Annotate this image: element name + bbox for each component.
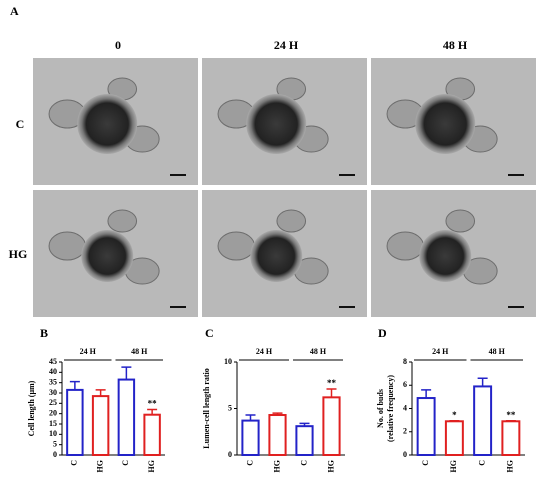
x-tick-label: HG (506, 460, 515, 472)
row-label: HG (9, 247, 28, 261)
row-label: C (16, 117, 25, 131)
error-bar (299, 422, 310, 427)
organoid (81, 230, 134, 283)
x-tick-label: HG (95, 460, 104, 472)
error-bar (505, 419, 516, 422)
group-label: 24 H (256, 347, 273, 356)
error-bar (421, 389, 432, 399)
bud (48, 231, 86, 261)
y-axis-label: Lumen-cell length ratio (202, 368, 211, 448)
panel-label: A (10, 4, 19, 18)
error-bar (245, 414, 256, 421)
x-tick-label: C (299, 460, 308, 466)
panel-label: C (205, 326, 214, 340)
y-tick-label: 20 (49, 408, 57, 417)
x-tick-label: C (121, 460, 130, 466)
x-tick-label: C (70, 460, 79, 466)
y-tick-label: 15 (49, 419, 57, 428)
y-axis-label: Cell length (μm) (27, 380, 36, 436)
y-tick-label: 6 (403, 380, 407, 389)
y-tick-label: 0 (53, 450, 57, 459)
x-tick-label: HG (147, 460, 156, 472)
error-bar (449, 419, 460, 422)
organoid (77, 94, 138, 155)
y-tick-label: 35 (49, 377, 57, 386)
bar (117, 378, 136, 457)
organoid (246, 94, 307, 155)
y-tick-label: 30 (49, 388, 57, 397)
bar (322, 396, 341, 456)
error-bar (95, 389, 106, 397)
column-header: 48 H (443, 38, 468, 52)
bud (276, 209, 307, 233)
bud (445, 209, 476, 233)
significance: ** (506, 410, 516, 420)
y-tick-label: 10 (49, 429, 57, 438)
bar (295, 425, 314, 457)
bar (241, 419, 260, 456)
panel-label: D (378, 326, 387, 340)
error-bar (477, 377, 488, 387)
bar (444, 420, 464, 457)
organoid (415, 94, 476, 155)
y-tick-label: 40 (49, 367, 57, 376)
significance: ** (148, 399, 158, 409)
bar (473, 385, 493, 457)
significance: * (452, 410, 457, 420)
bar (501, 420, 521, 457)
y-axis-label: No. of buds (376, 389, 385, 428)
y-tick-label: 0 (228, 450, 232, 459)
bud (217, 231, 255, 261)
y-tick-label: 5 (53, 439, 57, 448)
y-axis-label: (relative frequency) (386, 375, 395, 442)
error-bar (121, 366, 132, 380)
organoid (250, 230, 303, 283)
bar (416, 397, 436, 457)
error-bar (326, 388, 337, 398)
y-tick-label: 8 (403, 357, 407, 366)
y-tick-label: 0 (403, 450, 407, 459)
x-tick-label: HG (449, 460, 458, 472)
error-bar (69, 380, 80, 390)
column-header: 24 H (274, 38, 299, 52)
group-label: 24 H (80, 347, 97, 356)
y-tick-label: 10 (224, 357, 232, 366)
bar (66, 388, 84, 456)
error-bar (272, 412, 283, 416)
y-tick-label: 45 (49, 357, 57, 366)
bar (143, 413, 161, 457)
x-tick-label: C (421, 460, 430, 466)
bar (268, 414, 287, 457)
x-tick-label: HG (326, 460, 335, 472)
x-tick-label: C (477, 460, 486, 466)
group-label: 24 H (432, 347, 449, 356)
organoid (419, 230, 472, 283)
bud (107, 209, 138, 233)
group-label: 48 H (489, 347, 506, 356)
significance: ** (327, 378, 337, 388)
x-tick-label: HG (272, 460, 281, 472)
group-label: 48 H (310, 347, 327, 356)
column-header: 0 (115, 38, 121, 52)
y-tick-label: 25 (49, 398, 57, 407)
y-tick-label: 2 (403, 427, 407, 436)
bud (386, 231, 424, 261)
error-bar (147, 408, 158, 415)
x-tick-label: C (245, 460, 254, 466)
y-tick-label: 4 (403, 403, 407, 412)
group-label: 48 H (131, 347, 148, 356)
bar (91, 395, 110, 457)
y-tick-label: 5 (228, 403, 232, 412)
panel-label: B (40, 326, 48, 340)
